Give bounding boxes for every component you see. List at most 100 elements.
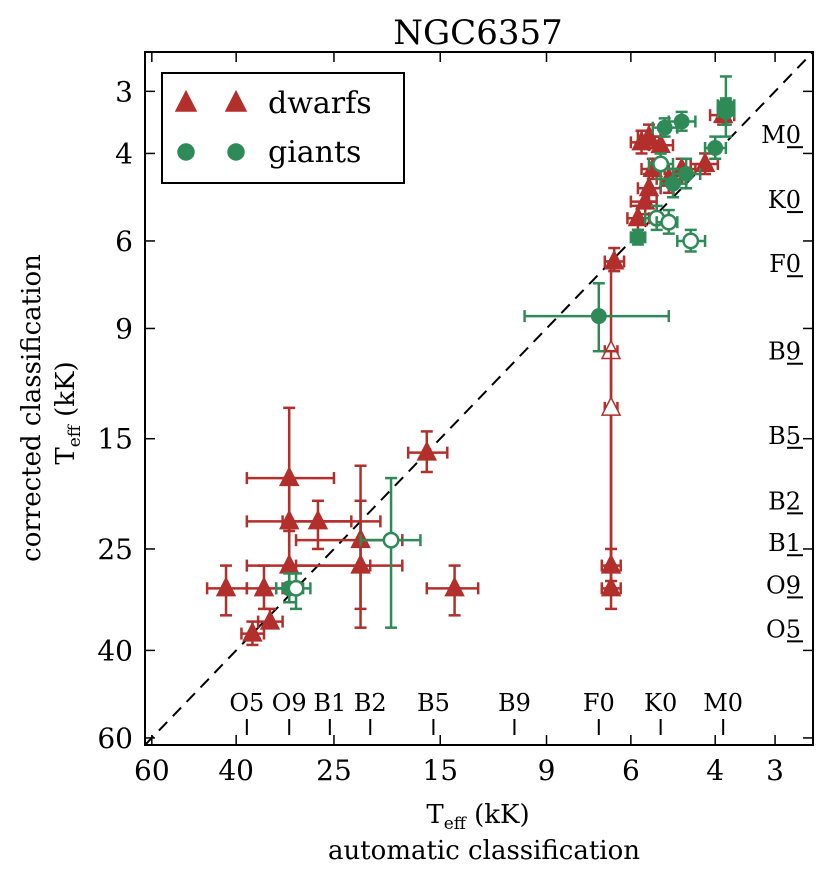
triangle-open-marker (600, 395, 622, 416)
x-axis-unit: (kK) (466, 800, 530, 830)
data-point-giants (651, 117, 679, 138)
y-axis-caption: corrected classification (17, 254, 47, 562)
triangle-marker (307, 509, 329, 530)
spectral-label-x: M0 (703, 689, 743, 717)
y-tick-label: 6 (115, 225, 133, 258)
data-point-giants-open (676, 228, 707, 253)
spectral-label-x: F0 (583, 689, 615, 717)
data-point-giants (703, 135, 728, 161)
spectral-label-x: K0 (644, 689, 677, 717)
y-axis-label: Teff (kK) (51, 361, 85, 464)
spectral-label-x: B1 (313, 689, 346, 717)
circle-open-marker (682, 232, 700, 250)
circle-open-marker (660, 213, 678, 231)
y-axis-symbol: T (51, 447, 81, 465)
y-axis-subscript: eff (65, 423, 85, 447)
spectral-label-x: B9 (498, 689, 531, 717)
circle-marker (717, 103, 734, 120)
spectral-label-y: O9 (766, 571, 801, 599)
circle-marker (629, 229, 646, 246)
spectral-label-x: B5 (417, 689, 450, 717)
spectral-label-y: F0 (769, 250, 801, 278)
triangle-marker (215, 576, 237, 597)
x-tick-label: 3 (766, 754, 784, 787)
triangle-marker (638, 176, 660, 197)
data-point-giants-open (647, 152, 675, 181)
data-point-dwarfs (406, 430, 449, 474)
spectral-label-x: B2 (354, 689, 387, 717)
legend-box (161, 72, 405, 184)
spectral-label-y: M0 (761, 121, 801, 149)
spectral-label-y: B2 (768, 487, 801, 515)
triangle-marker (350, 553, 371, 574)
circle-marker (707, 140, 724, 156)
data-point-dwarfs (245, 564, 284, 611)
y-axis-unit: (kK) (51, 361, 81, 425)
spectral-label-y: B5 (768, 422, 801, 450)
triangle-marker (416, 440, 438, 461)
legend-label-dwarfs: dwarfs (268, 86, 372, 121)
x-tick-label: 60 (134, 754, 170, 787)
y-tick-label: 3 (115, 75, 133, 108)
circle-marker (665, 175, 681, 192)
legend-triangle-icon (174, 89, 198, 112)
triangle-marker (444, 576, 465, 597)
y-axis-label-group: corrected classification Teff (kK) (17, 254, 85, 562)
y-tick-label: 9 (115, 312, 133, 345)
y-tick-label: 40 (97, 634, 133, 667)
y-tick-label: 4 (115, 137, 133, 170)
x-axis-caption: automatic classification (328, 836, 640, 866)
spectral-label-x: O5 (229, 689, 264, 717)
legend-triangle-icon (224, 89, 248, 112)
data-point-dwarfs (281, 499, 353, 551)
triangle-marker (694, 151, 716, 172)
spectral-label-y: K0 (768, 186, 801, 214)
data-point-giants (523, 282, 671, 353)
triangle-marker (259, 609, 281, 630)
legend-label-giants: giants (268, 135, 361, 170)
x-axis-symbol: T (426, 800, 444, 830)
data-point-giants (629, 228, 647, 246)
data-point-dwarfs (425, 564, 480, 617)
circle-marker (590, 308, 607, 325)
legend-circle-icon (177, 143, 195, 161)
y-tick-label: 15 (97, 423, 133, 456)
data-point-dwarfs (240, 620, 266, 647)
data-point-dwarfs (256, 607, 284, 630)
data-point-dwarfs-open (600, 349, 622, 567)
y-tick-label: 60 (97, 722, 133, 755)
data-point-giants-open (655, 208, 679, 235)
plot-frame (144, 51, 814, 746)
triangle-marker (242, 621, 263, 642)
x-tick-label: 15 (422, 754, 458, 787)
axis-ticks: 60 40 25 15 9 6 4 3 3 4 6 9 15 25 40 60 (97, 52, 813, 787)
x-axis-label: Teff (kK) (426, 800, 529, 834)
x-tick-label: 25 (316, 754, 352, 787)
circle-open-marker (652, 155, 670, 173)
legend-circle-icon (227, 143, 245, 161)
circle-open-marker (287, 579, 305, 597)
x-tick-label: 40 (218, 754, 254, 787)
x-tick-label: 9 (538, 754, 556, 787)
legend: dwarfs giants (161, 72, 405, 184)
spectral-label-y: B9 (768, 338, 801, 366)
spectral-label-x: O9 (272, 689, 307, 717)
y-tick-label: 25 (97, 533, 133, 566)
data-point-giants (716, 97, 736, 126)
data-point-giants-open (359, 476, 422, 629)
triangle-marker (603, 249, 625, 270)
data-point-giants (671, 157, 702, 190)
x-tick-label: 4 (706, 754, 724, 787)
circle-open-marker (382, 531, 400, 549)
circle-marker (656, 119, 673, 136)
x-axis-subscript: eff (444, 814, 468, 834)
spectral-label-y: O5 (766, 615, 801, 643)
data-point-dwarfs (205, 564, 249, 617)
triangle-marker (627, 206, 649, 227)
chart-title: NGC6357 (393, 13, 562, 53)
legend-markers (174, 89, 248, 161)
x-tick-label: 6 (622, 754, 640, 787)
data-point-dwarfs (294, 499, 404, 629)
